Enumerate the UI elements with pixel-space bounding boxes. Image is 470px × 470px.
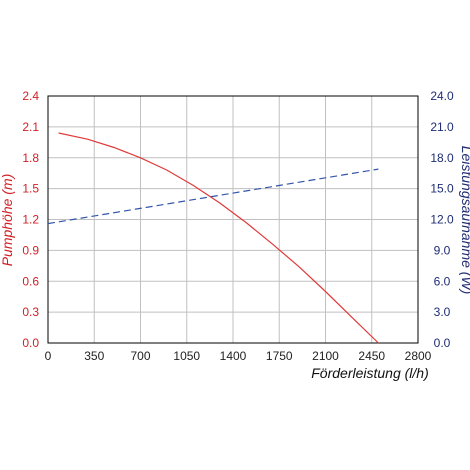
y-axis-left-title: Pumphöhe (m) <box>0 174 15 267</box>
y-left-tick-label: 0.6 <box>22 274 39 288</box>
x-tick-label: 700 <box>130 349 150 363</box>
x-tick-label: 0 <box>45 349 52 363</box>
y-left-tick-label: 2.1 <box>22 120 39 134</box>
left-axis-ticks: 0.0 0.3 0.6 0.9 1.2 1.5 1.8 2.1 2.4 <box>22 89 39 350</box>
y-right-tick-label: 12.0 <box>430 213 454 227</box>
y-right-tick-label: 15.0 <box>430 182 454 196</box>
power-consumption-line <box>47 168 379 225</box>
y-right-tick-label: 6.0 <box>434 274 451 288</box>
x-axis-title: Förderleistung (l/h) <box>311 365 429 381</box>
plot-frame <box>47 95 419 344</box>
x-tick-label: 2800 <box>405 349 432 363</box>
x-tick-label: 2450 <box>358 349 385 363</box>
y-right-tick-label: 18.0 <box>430 151 454 165</box>
y-left-tick-label: 0.9 <box>22 243 39 257</box>
x-tick-label: 1050 <box>173 349 200 363</box>
y-left-tick-label: 1.8 <box>22 151 39 165</box>
series-layer <box>47 132 379 344</box>
y-left-tick-label: 1.2 <box>22 213 39 227</box>
y-left-tick-label: 0.0 <box>22 336 39 350</box>
right-axis-ticks: 0.0 3.0 6.0 9.0 12.0 15.0 18.0 21.0 24.0 <box>430 89 454 350</box>
y-right-tick-label: 9.0 <box>434 243 451 257</box>
y-right-tick-label: 24.0 <box>430 89 454 103</box>
y-left-tick-label: 2.4 <box>22 89 39 103</box>
y-right-tick-label: 0.0 <box>434 336 451 350</box>
x-tick-label: 350 <box>84 349 104 363</box>
x-tick-label: 1750 <box>266 349 293 363</box>
y-left-tick-label: 0.3 <box>22 305 39 319</box>
x-tick-label: 1400 <box>220 349 247 363</box>
x-tick-label: 2100 <box>312 349 339 363</box>
y-right-tick-label: 21.0 <box>430 120 454 134</box>
bottom-axis-ticks: 0 350 700 1050 1400 1750 2100 2450 2800 <box>45 349 432 363</box>
y-left-tick-label: 1.5 <box>22 182 39 196</box>
pump-head-line <box>58 132 379 344</box>
y-axis-right-title: Leistungsaufnahme (W) <box>459 146 470 295</box>
grid <box>47 95 419 344</box>
y-right-tick-label: 3.0 <box>434 305 451 319</box>
